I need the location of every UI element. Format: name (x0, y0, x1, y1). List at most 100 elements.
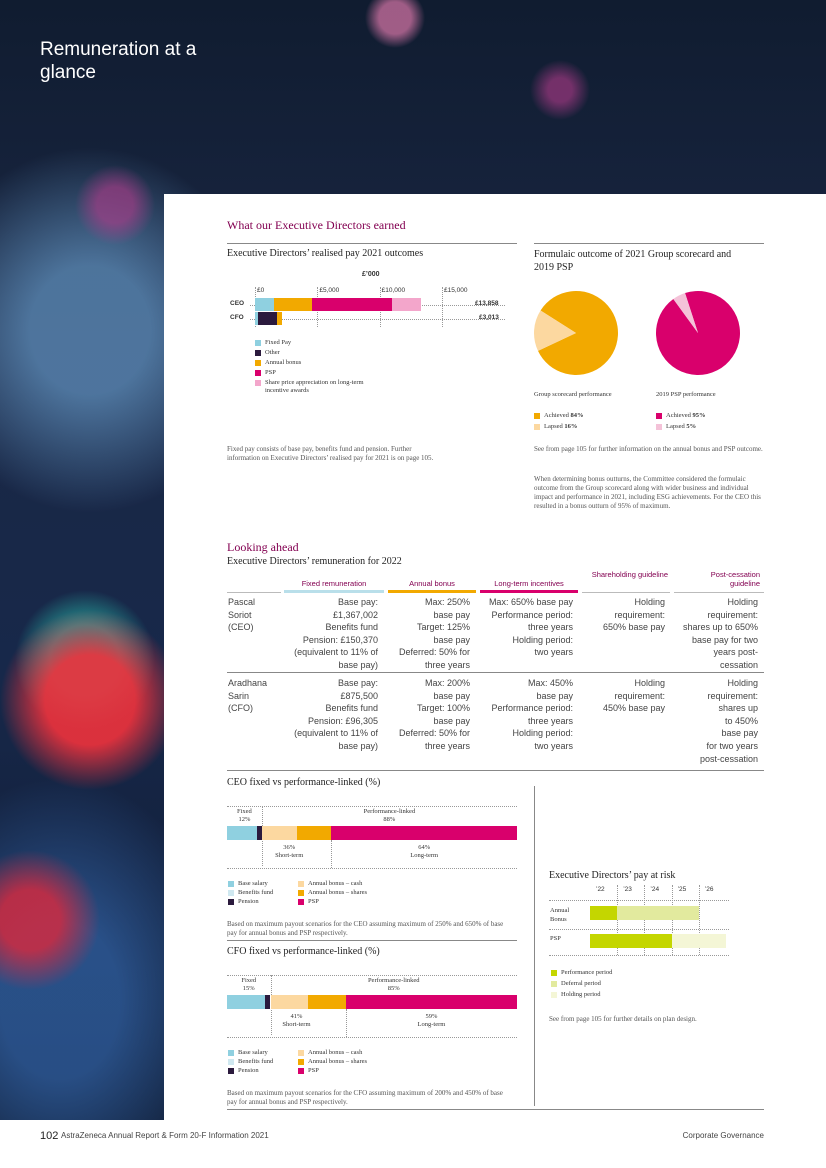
table-cell-line: Pension: £150,370 (302, 634, 378, 645)
pay-at-risk-title: Executive Directors’ pay at risk (549, 870, 676, 881)
table-cell-line: two years (534, 647, 573, 658)
axis-tick-label: £10,000 (381, 287, 406, 294)
legend-label: Pension (238, 898, 259, 905)
table-cell-line: Pascal (228, 597, 256, 607)
long-term-pct: 64% (418, 844, 431, 851)
row-label-cfo: CFO (230, 314, 244, 321)
table-cell-lti: Max: 650% base pay Performance period: thr… (476, 596, 573, 659)
col-head-bonus: Annual bonus (409, 579, 455, 588)
realised-note: Fixed pay consists of base pay, benefits… (227, 445, 434, 462)
legend-label: Annual bonus (265, 359, 302, 366)
legend-item: Benefits fund (228, 889, 273, 897)
table-cell-line: requirement: (614, 609, 665, 620)
legend-psp: PSP (255, 369, 276, 377)
table-cell-line: requirement: (614, 690, 665, 701)
legend-item: Annual bonus – cash (298, 880, 362, 888)
cfo-mix-title: CFO fixed vs performance-linked (%) (227, 946, 380, 957)
table-cell-line: Base pay: (337, 678, 378, 688)
table-cell-line: (CEO) (228, 622, 254, 633)
year-label: ’25 (677, 886, 687, 893)
fixed-pct: 12% (238, 816, 251, 823)
performance-linked-pct: 88% (383, 816, 396, 823)
table-cell-post: Holding requirement: shares up to 650% base… (670, 596, 758, 672)
pie2-achieved: Achieved 95% (656, 412, 706, 420)
legend-swatch (656, 424, 662, 430)
col-head-fixed: Fixed remuneration (301, 579, 367, 588)
legend-swatch (298, 1068, 304, 1074)
gridline (549, 955, 729, 956)
timeline-row-label: Annual Bonus (550, 907, 570, 923)
legend-swatch (534, 413, 540, 419)
legend-performance-period: Performance period (551, 969, 612, 977)
legend-label: Achieved (544, 412, 569, 419)
table-cell-share: Holding requirement: 450% base pay (580, 677, 665, 715)
table-cell-line: Performance period: (491, 609, 573, 620)
timeline-bar-holding (671, 934, 726, 948)
timeline-bar-perf (590, 934, 672, 948)
year-label: ’22 (596, 886, 605, 893)
table-cell-line: Deferred: 50% for (398, 647, 470, 658)
legend-label: PSP (308, 1067, 319, 1074)
col-head-shareholding: Shareholding guideline (591, 570, 668, 579)
table-cell-line: Max: 200% (424, 678, 470, 688)
performance-linked-pct: 85% (387, 985, 400, 992)
divider (227, 1109, 764, 1110)
table-cell-line: shares up to 650% (682, 622, 758, 633)
table-cell-line: post-cessation (699, 753, 758, 764)
column-divider (534, 786, 535, 1106)
divider (227, 243, 517, 244)
legend-swatch (255, 380, 261, 386)
legend-swatch (298, 881, 304, 887)
mix-bar-segment (261, 826, 297, 840)
fixed-pct: 15% (242, 985, 255, 992)
section-name: Corporate Governance (682, 1131, 764, 1140)
table-cell-bonus: Max: 200% base pay Target: 100% base pay Def… (380, 677, 470, 753)
pie-group-scorecard (534, 291, 618, 375)
section-title-ahead: Looking ahead (227, 540, 299, 554)
divider (534, 243, 764, 244)
long-term-label: Long-term (417, 1021, 446, 1028)
table-cell-line: Holding (634, 678, 665, 688)
mix-note: Based on maximum payout scenarios for th… (227, 920, 504, 937)
long-term-pct: 59% (425, 1013, 438, 1020)
legend-item: Annual bonus – shares (298, 1058, 367, 1066)
legend-label: PSP (308, 898, 319, 905)
legend-item: Base salary (228, 1049, 268, 1057)
table-cell-line: base pay (433, 609, 470, 620)
legend-swatch (255, 350, 261, 356)
mix-bar-segment (227, 995, 265, 1009)
row-divider (227, 770, 764, 771)
table-cell-line: base pay (721, 728, 758, 739)
legend-label: Lapsed (666, 423, 685, 430)
table-cell-line: Holding (727, 597, 758, 607)
axis-tick-label: £0 (257, 287, 265, 294)
legend-item: PSP (298, 898, 319, 906)
table-cell-fixed: Base pay: £1,367,002 Benefits fund Pension:… (270, 596, 378, 672)
timeline-bar-deferral (617, 906, 699, 920)
gridline (549, 929, 729, 930)
table-cell-post: Holding requirement: shares up to 450% base … (670, 677, 758, 765)
table-cell-line: base pay (433, 715, 470, 726)
short-term-label: Short-term (275, 852, 304, 859)
table-cell-line: requirement: (707, 690, 758, 701)
table-cell-line: three years (527, 622, 573, 633)
gridline (442, 287, 443, 327)
pie1-title: Group scorecard performance (534, 391, 612, 398)
table-cell-line: Max: 650% base pay (488, 597, 573, 607)
legend-item: Annual bonus – cash (298, 1049, 362, 1057)
table-cell-line: for two years (706, 740, 758, 751)
mix-bar-segment (345, 995, 517, 1009)
table-cell-line: Target: 125% (416, 622, 470, 633)
table-cell-line: Soriot (228, 609, 252, 620)
table-cell-line: base pay for two (691, 634, 758, 645)
table-cell-line: Target: 100% (416, 703, 470, 714)
table-cell-line: Benefits fund (325, 703, 378, 714)
gridline (644, 885, 646, 955)
table-cell-line: Holding period: (512, 634, 573, 645)
legend-label: Performance period (561, 969, 613, 976)
pie1-achieved: Achieved 84% (534, 412, 584, 420)
table-cell-line: base pay (433, 690, 470, 701)
legend-other: Other (255, 349, 280, 357)
legend-label: Benefits fund (238, 1058, 274, 1065)
year-label: ’26 (704, 886, 714, 893)
